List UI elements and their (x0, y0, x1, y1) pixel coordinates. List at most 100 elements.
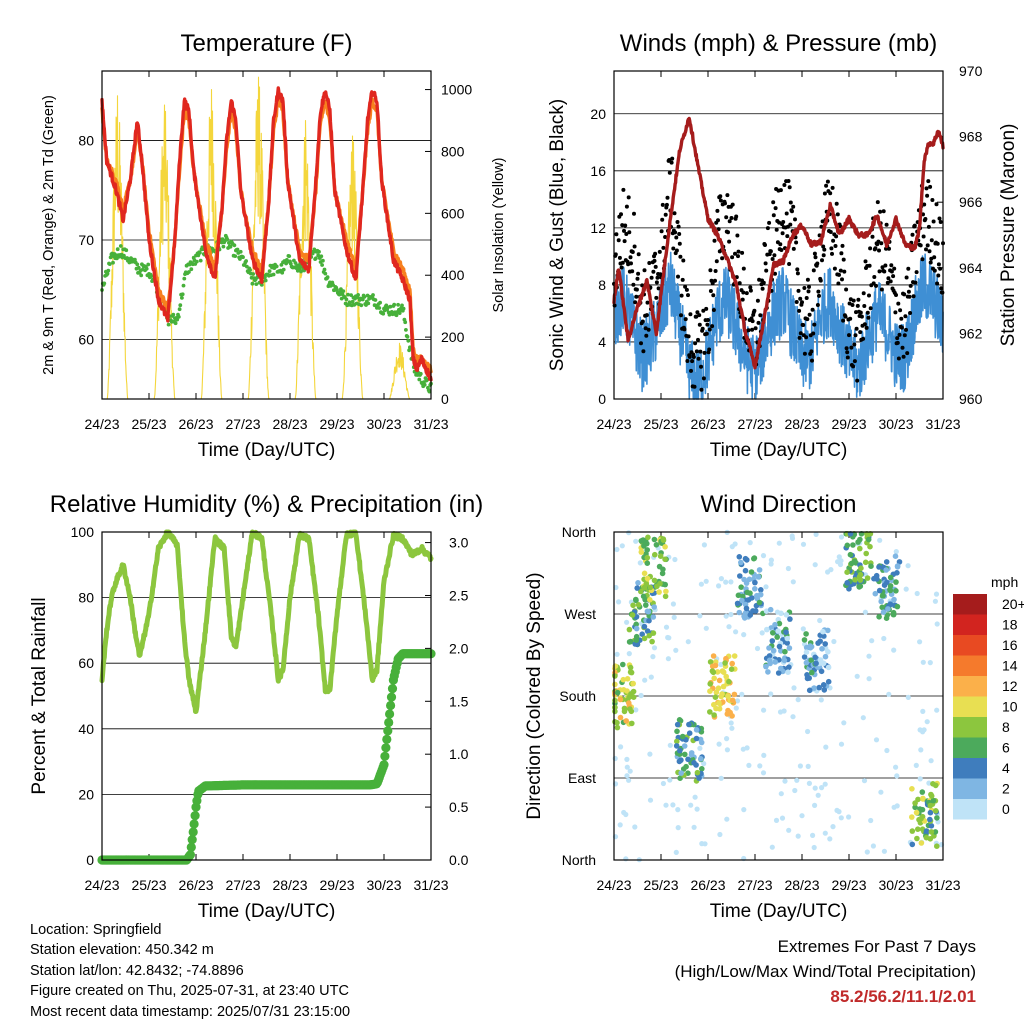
gust-point (839, 251, 844, 256)
gust-point (785, 234, 790, 239)
gust-point (810, 307, 815, 312)
direction-point (651, 536, 658, 543)
gust-point (938, 220, 943, 224)
y-tick-label: 20 (78, 786, 94, 802)
gust-point (817, 293, 821, 298)
direction-point (733, 629, 739, 635)
direction-point (647, 751, 653, 757)
gust-point (881, 209, 886, 214)
gust-point (889, 269, 894, 274)
direction-point (827, 836, 833, 842)
gust-point (674, 248, 679, 253)
direction-point (767, 660, 773, 667)
precip-point (384, 717, 394, 728)
gust-point (730, 202, 735, 207)
direction-point (624, 619, 630, 625)
direction-point (728, 611, 734, 618)
direction-point (862, 559, 869, 566)
direction-point (641, 623, 648, 630)
direction-point (756, 567, 763, 573)
direction-point (663, 624, 670, 630)
dewpoint-point (377, 306, 382, 310)
direction-point (640, 593, 647, 600)
direction-point (815, 792, 821, 798)
direction-point (852, 577, 858, 583)
direction-point (819, 646, 825, 652)
x-tick-label: 29/23 (831, 877, 866, 893)
direction-point (864, 575, 871, 581)
direction-point (927, 816, 933, 823)
direction-point (864, 849, 870, 855)
dewpoint-point (181, 283, 186, 288)
direction-point (803, 631, 809, 637)
gust-point (840, 277, 844, 282)
dewpoint-point (178, 303, 183, 308)
temperature-panel: Temperature (F) 24/23 25/23 26/23 27/23 28/23… (41, 30, 507, 461)
precip-point (188, 827, 198, 837)
direction-point (823, 744, 829, 750)
direction-point (742, 567, 749, 574)
direction-point (744, 589, 751, 596)
direction-point (806, 780, 813, 787)
dewpoint-point (417, 377, 422, 382)
direction-point (726, 678, 732, 685)
direction-point (876, 587, 883, 594)
gust-point (838, 224, 843, 229)
gust-point (643, 326, 648, 331)
dewpoint-point (233, 254, 238, 258)
gust-point (864, 325, 869, 330)
direction-point (924, 719, 930, 725)
gust-point (621, 187, 626, 192)
gust-point (631, 282, 636, 287)
gust-point (898, 308, 903, 313)
direction-point (772, 621, 778, 628)
direction-point (699, 841, 705, 847)
gust-point (711, 308, 716, 312)
direction-point (644, 554, 651, 561)
direction-point (811, 685, 817, 691)
legend-swatch (953, 758, 987, 779)
gust-point (667, 170, 672, 175)
gust-point (635, 276, 640, 281)
dewpoint-point (381, 311, 386, 316)
gust-point (889, 263, 894, 268)
direction-point (707, 659, 714, 665)
gust-point (616, 238, 621, 243)
gust-point (914, 270, 919, 275)
direction-point (803, 659, 810, 666)
gust-point (929, 238, 934, 243)
direction-point (647, 597, 653, 603)
gust-point (845, 350, 850, 355)
direction-point (718, 576, 725, 582)
direction-point (688, 752, 695, 758)
direction-point (724, 816, 730, 822)
direction-point (764, 626, 770, 633)
direction-point (804, 675, 811, 682)
direction-point (893, 588, 899, 594)
direction-point (686, 730, 693, 736)
gust-point (935, 241, 940, 246)
direction-point (685, 639, 691, 645)
gust-point (858, 310, 863, 315)
y-right-tick-label: 600 (441, 205, 465, 221)
direction-point (822, 781, 828, 787)
direction-point (805, 728, 811, 735)
gust-point (861, 336, 866, 341)
direction-point (886, 691, 892, 697)
gust-point (848, 316, 853, 321)
direction-point (633, 625, 640, 632)
gust-point (672, 211, 677, 216)
direction-point (844, 580, 850, 586)
direction-point (659, 570, 666, 577)
dewpoint-point (241, 255, 245, 260)
direction-point (805, 763, 811, 770)
gust-point (843, 314, 848, 319)
direction-point (726, 624, 732, 630)
direction-point (644, 547, 650, 553)
gust-point (904, 327, 908, 332)
direction-point (890, 611, 897, 618)
x-tick-label: 30/23 (878, 877, 913, 893)
direction-point (677, 775, 683, 781)
gust-point (782, 183, 787, 187)
direction-point (646, 632, 652, 639)
